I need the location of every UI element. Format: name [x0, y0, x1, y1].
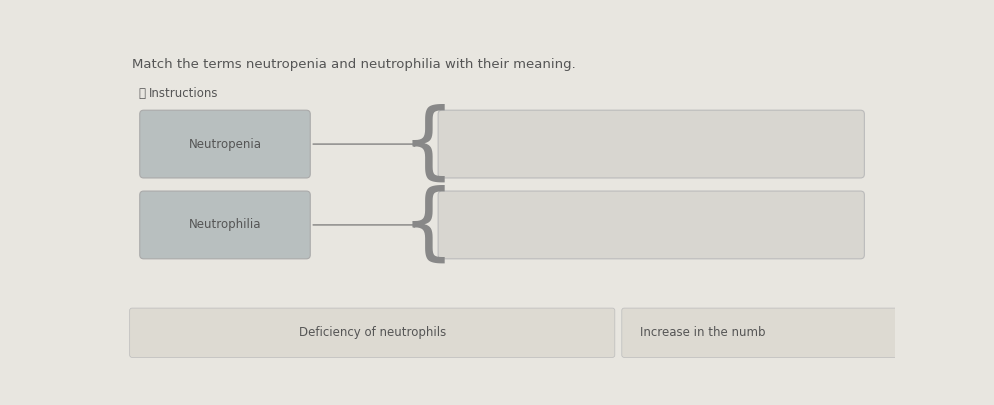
FancyBboxPatch shape: [622, 308, 905, 357]
Text: Neutropenia: Neutropenia: [189, 138, 261, 151]
Text: {: {: [402, 184, 454, 265]
FancyBboxPatch shape: [438, 110, 865, 178]
FancyBboxPatch shape: [438, 191, 865, 259]
Text: Instructions: Instructions: [149, 87, 219, 100]
FancyBboxPatch shape: [140, 110, 310, 178]
Text: Increase in the numb: Increase in the numb: [639, 326, 765, 339]
Text: {: {: [402, 104, 454, 185]
Text: Deficiency of neutrophils: Deficiency of neutrophils: [298, 326, 446, 339]
Text: Neutrophilia: Neutrophilia: [189, 218, 261, 231]
FancyBboxPatch shape: [129, 308, 615, 357]
Text: Match the terms neutropenia and neutrophilia with their meaning.: Match the terms neutropenia and neutroph…: [132, 58, 576, 71]
FancyBboxPatch shape: [140, 191, 310, 259]
Text: ⓘ: ⓘ: [138, 87, 145, 100]
